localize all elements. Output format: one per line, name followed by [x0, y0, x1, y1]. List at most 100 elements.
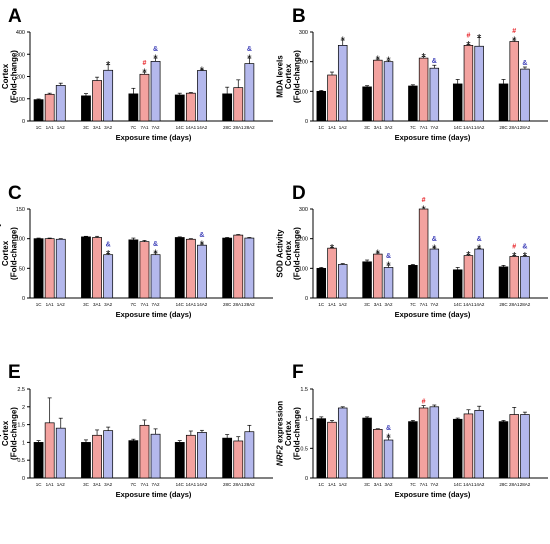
hash-mark: #	[466, 32, 470, 39]
y-tick-label: 300	[16, 52, 25, 58]
x-tick-label: 14A2	[474, 125, 485, 130]
x-tick-label: 1A1	[46, 302, 55, 307]
x-tick-label: 3A1	[374, 125, 383, 130]
x-tick-label: 1A1	[328, 302, 337, 307]
bar-7a1	[139, 424, 150, 479]
ampersand-mark: &	[247, 46, 252, 53]
x-axis-label: Exposure time (days)	[395, 133, 471, 142]
bar-28a2	[520, 414, 530, 479]
y-tick-label: 0	[305, 476, 308, 482]
ampersand-mark: &	[153, 241, 158, 248]
bar-7a1	[139, 73, 150, 122]
y-axis-label-line: (Fold-change)	[10, 407, 19, 460]
bar-3a2	[103, 430, 114, 479]
x-tick-label: 3C	[364, 302, 371, 307]
x-axis-label: Exposure time (days)	[395, 310, 471, 319]
y-axis-label-rest: expression	[0, 403, 2, 448]
bar-7c	[408, 421, 418, 479]
star-mark: *	[432, 243, 437, 255]
y-tick-label: 2.5	[17, 387, 25, 393]
bar-3c	[81, 95, 91, 122]
bar-14c	[174, 94, 185, 122]
x-tick-label: 3A1	[93, 482, 102, 487]
bar-3c	[81, 442, 91, 479]
bar-3a1	[373, 59, 383, 122]
bar-1a1	[44, 422, 55, 479]
x-tick-label: 3A1	[374, 482, 383, 487]
star-mark: *	[153, 53, 158, 65]
bar-14a2	[197, 244, 207, 299]
star-mark: *	[466, 39, 471, 51]
y-axis-label-line: NRF2 expression	[276, 401, 285, 466]
y-tick-label: 0	[305, 296, 308, 302]
x-tick-label: 7A1	[140, 125, 149, 130]
star-mark: *	[477, 32, 482, 44]
x-tick-label: 14C	[454, 482, 463, 487]
x-tick-label: 1C	[318, 482, 325, 487]
x-tick-label: 28C	[499, 125, 508, 130]
ampersand-mark: &	[386, 425, 391, 432]
bar-1a2	[337, 407, 348, 479]
y-tick-label: 300	[299, 30, 308, 36]
y-tick-label: 50	[19, 266, 25, 272]
ampersand-mark: &	[386, 253, 391, 260]
bar-1a1	[327, 74, 337, 122]
bar-28c	[498, 421, 509, 479]
bar-3c	[362, 417, 372, 479]
bar-14a2	[197, 70, 207, 122]
bar-7a2	[150, 61, 161, 122]
bar-14c	[174, 237, 185, 299]
y-tick-label: 0.5	[17, 458, 25, 464]
star-mark: *	[523, 251, 528, 263]
bar-7a1	[418, 57, 429, 122]
star-mark: *	[386, 55, 391, 67]
bar-28a2	[244, 431, 255, 479]
y-tick-label: 150	[16, 207, 25, 213]
bar-28a1	[233, 440, 244, 479]
x-axis-label: Exposure time (days)	[116, 310, 192, 319]
x-tick-label: 3A2	[104, 125, 113, 130]
bar-28a1	[509, 414, 519, 479]
y-axis-label-line: ROS Production	[0, 46, 2, 108]
bar-1a1	[44, 93, 55, 122]
panel-letter: C	[8, 183, 22, 204]
star-mark: *	[512, 35, 517, 47]
bar-7a2	[429, 248, 440, 299]
bar-1a1	[327, 247, 337, 299]
x-tick-label: 3C	[83, 482, 90, 487]
bar-1a2	[337, 44, 348, 122]
x-tick-label: 7A1	[420, 125, 429, 130]
bar-14a1	[463, 413, 474, 479]
y-tick-label: 1.5	[17, 423, 25, 429]
bar-14a1	[463, 44, 474, 122]
x-tick-label: 1A1	[328, 125, 337, 130]
x-tick-label: 1C	[36, 482, 43, 487]
bar-1c	[33, 99, 44, 122]
y-tick-label: 2	[22, 405, 25, 411]
ampersand-mark: &	[432, 236, 437, 243]
x-tick-label: 3A2	[385, 482, 394, 487]
x-tick-label: 1A2	[339, 482, 348, 487]
x-tick-label: 28C	[499, 482, 508, 487]
bar-1a2	[55, 85, 66, 122]
bar-28a1	[509, 256, 519, 299]
x-tick-label: 28A1	[509, 302, 520, 307]
x-tick-label: 14A1	[186, 302, 197, 307]
y-axis-label-line: Cortex	[1, 240, 10, 266]
bar-14a2	[474, 45, 484, 122]
x-tick-label: 28A1	[509, 482, 520, 487]
star-mark: *	[421, 204, 426, 216]
star-mark: *	[153, 248, 158, 260]
panel-letter: A	[8, 6, 22, 27]
bar-3a1	[92, 237, 102, 299]
bar-7a2	[429, 67, 440, 122]
x-tick-label: 7A2	[152, 302, 161, 307]
y-axis-label-line: Cortex	[1, 420, 10, 446]
x-tick-label: 1A1	[46, 125, 55, 130]
y-tick-label: 1.5	[300, 387, 308, 393]
panel-c: C 0 50 100 150 Catalase activityCortex(Fold-c…	[0, 183, 273, 319]
ampersand-mark: &	[522, 244, 527, 251]
x-tick-label: 1A1	[46, 482, 55, 487]
star-mark: *	[341, 35, 346, 47]
